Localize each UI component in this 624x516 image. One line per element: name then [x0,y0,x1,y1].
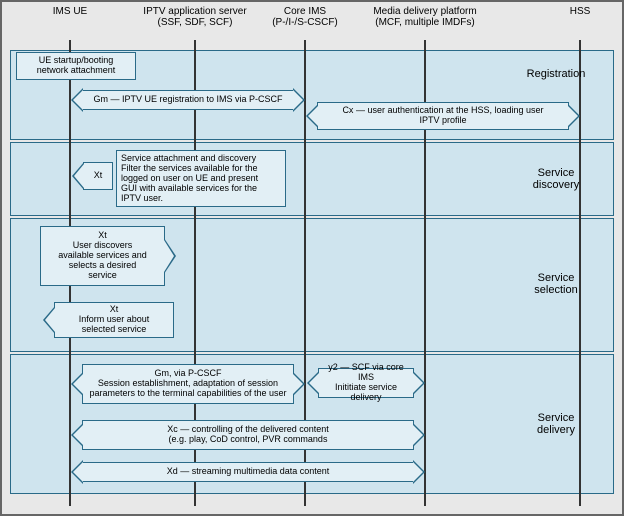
arrow-xd-stream: Xd — streaming multimedia data content [82,462,414,482]
col-hss: HSS [565,6,595,17]
label-registration: Registration [506,68,606,80]
diagram-container: IMS UE IPTV application server(SSF, SDF,… [0,0,624,516]
arrow-y2-scf-text: y2 — SCF via core IMSInititiate service … [323,363,409,403]
arrow-inform-user-text: XtInform user aboutselected service [79,305,150,335]
arrow-inform-user: XtInform user aboutselected service [54,302,174,338]
arrow-xt-discovery-text: Xt [94,171,103,181]
box-service-attach: Service attachment and discoveryFilter t… [116,150,286,207]
label-discovery: Servicediscovery [506,167,606,191]
arrow-xc-control: Xc — controlling of the delivered conten… [82,420,414,450]
arrow-user-discover: XtUser discoversavailable services andse… [40,226,165,286]
arrow-gm-session-text: Gm, via P-CSCFSession establishment, ada… [89,369,286,399]
arrow-gm-reg-text: Gm — IPTV UE registration to IMS via P-C… [93,95,282,105]
arrow-xt-discovery: Xt [83,162,113,190]
col-iptv-app: IPTV application server(SSF, SDF, SCF) [135,6,255,28]
arrow-gm-reg: Gm — IPTV UE registration to IMS via P-C… [82,90,294,110]
col-ims-ue: IMS UE [45,6,95,17]
arrow-gm-session: Gm, via P-CSCFSession establishment, ada… [82,364,294,404]
col-media-platform: Media delivery platform(MCF, multiple IM… [360,6,490,28]
label-selection: Serviceselection [506,272,606,296]
startup-box: UE startup/bootingnetwork attachment [16,52,136,80]
diagram-inner: IMS UE IPTV application server(SSF, SDF,… [10,2,614,506]
arrow-xd-stream-text: Xd — streaming multimedia data content [167,467,330,477]
arrow-cx-auth: Cx — user authentication at the HSS, loa… [317,102,569,130]
label-delivery: Servicedelivery [506,412,606,436]
arrow-user-discover-text: XtUser discoversavailable services andse… [58,231,147,280]
arrow-y2-scf: y2 — SCF via core IMSInititiate service … [318,368,414,398]
arrow-cx-auth-text: Cx — user authentication at the HSS, loa… [342,106,543,126]
col-core-ims: Core IMS(P-/I-/S-CSCF) [260,6,350,28]
arrow-xc-control-text: Xc — controlling of the delivered conten… [167,425,329,445]
